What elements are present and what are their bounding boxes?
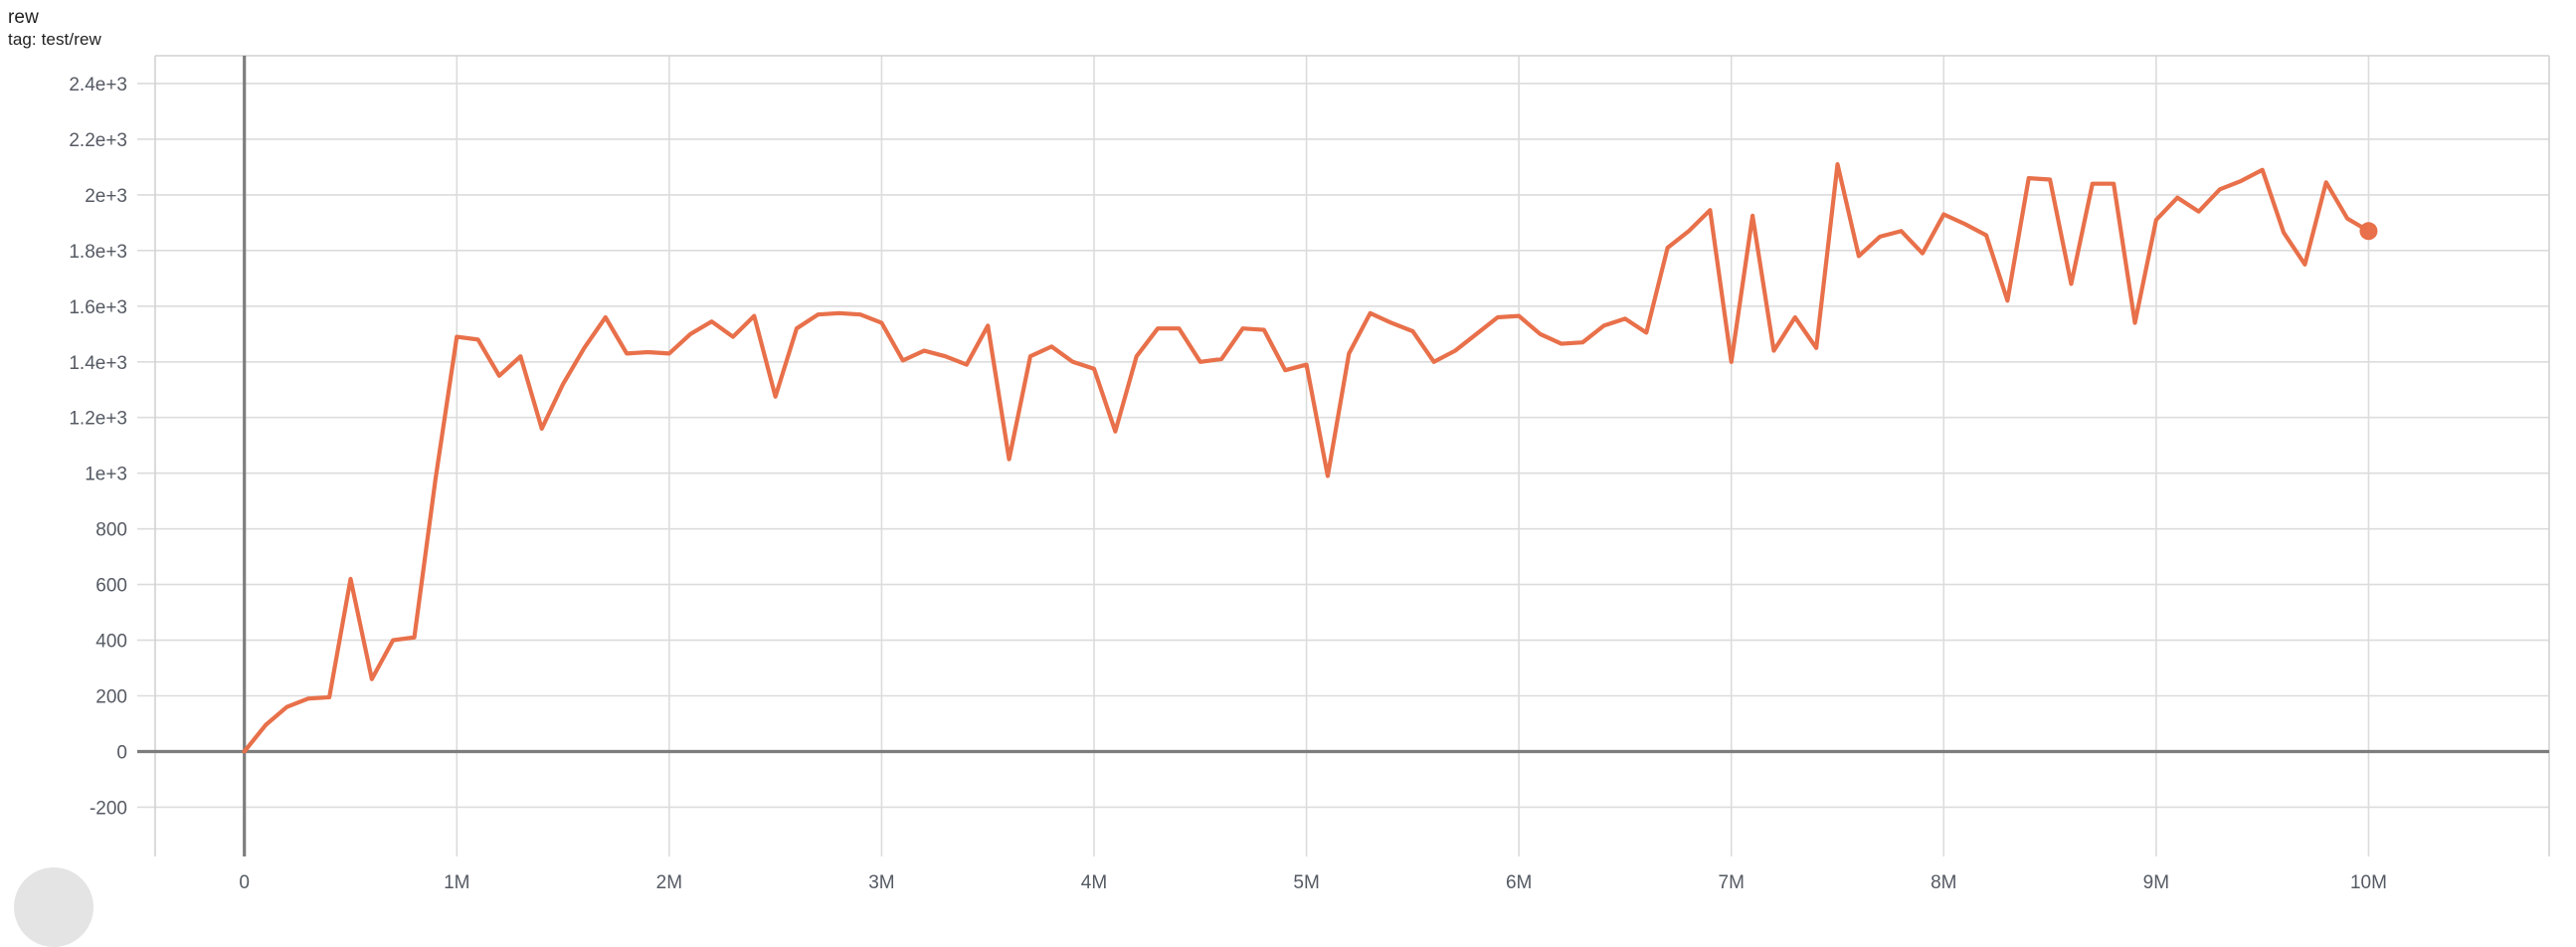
y-axis-tick-label: 1.6e+3 [69,297,127,318]
x-axis-tick-label: 4M [1081,872,1107,893]
y-axis-tick-labels: 2.4e+3 2.2e+3 2e+3 1.8e+3 1.6e+3 1.4e+3 1.2e+3… [69,75,127,819]
x-axis-tick-label: 7M [1719,872,1745,893]
y-axis-tick-label: 200 [95,687,127,708]
vertical-gridlines [456,56,2370,856]
y-axis-tick-label: 400 [95,632,127,653]
x-axis-tick-label: 9M [2143,872,2169,893]
chart-tag-label: tag: test/rew [8,30,101,49]
loading-spinner-icon [14,867,93,947]
y-axis-tick-label: 1.2e+3 [69,409,127,430]
y-axis-tick-label: 800 [95,520,127,541]
axis-lines [137,56,2549,856]
x-axis-tick-label: 5M [1293,872,1319,893]
chart-header: rew tag: test/rew [8,6,101,51]
x-axis-tick-label: 2M [656,872,682,893]
last-point-marker[interactable] [2359,222,2378,241]
x-axis-tick-label: 8M [1931,872,1956,893]
line-chart[interactable]: 2.4e+3 2.2e+3 2e+3 1.8e+3 1.6e+3 1.4e+3 1.2e+3… [0,0,2576,895]
y-axis-tick-label: 2.4e+3 [69,75,127,95]
series-line[interactable] [242,162,2371,754]
x-axis-tick-label: 6M [1506,872,1532,893]
y-axis-tick-label: 1e+3 [85,465,127,485]
y-axis-tick-label: 2e+3 [85,186,127,207]
x-axis-tick-label: 10M [2350,872,2387,893]
x-axis-tick-label: 0 [239,872,250,893]
plot-border [154,55,2550,856]
y-axis-tick-label: 600 [95,576,127,597]
x-axis-tick-labels: 0 1M 2M 3M 4M 5M 6M 7M 8M 9M 10M [239,872,2387,893]
x-axis-tick-label: 3M [868,872,894,893]
y-axis-tick-label: 1.4e+3 [69,353,127,374]
y-axis-tick-label: 0 [116,742,127,763]
series-test-rew[interactable] [242,162,2378,754]
y-axis-tick-label: 1.8e+3 [69,242,127,263]
y-axis-tick-label: -200 [90,798,127,819]
page-title: rew [8,7,39,28]
x-axis-tick-label: 1M [444,872,469,893]
horizontal-gridlines [137,83,2549,809]
y-axis-tick-label: 2.2e+3 [69,130,127,151]
